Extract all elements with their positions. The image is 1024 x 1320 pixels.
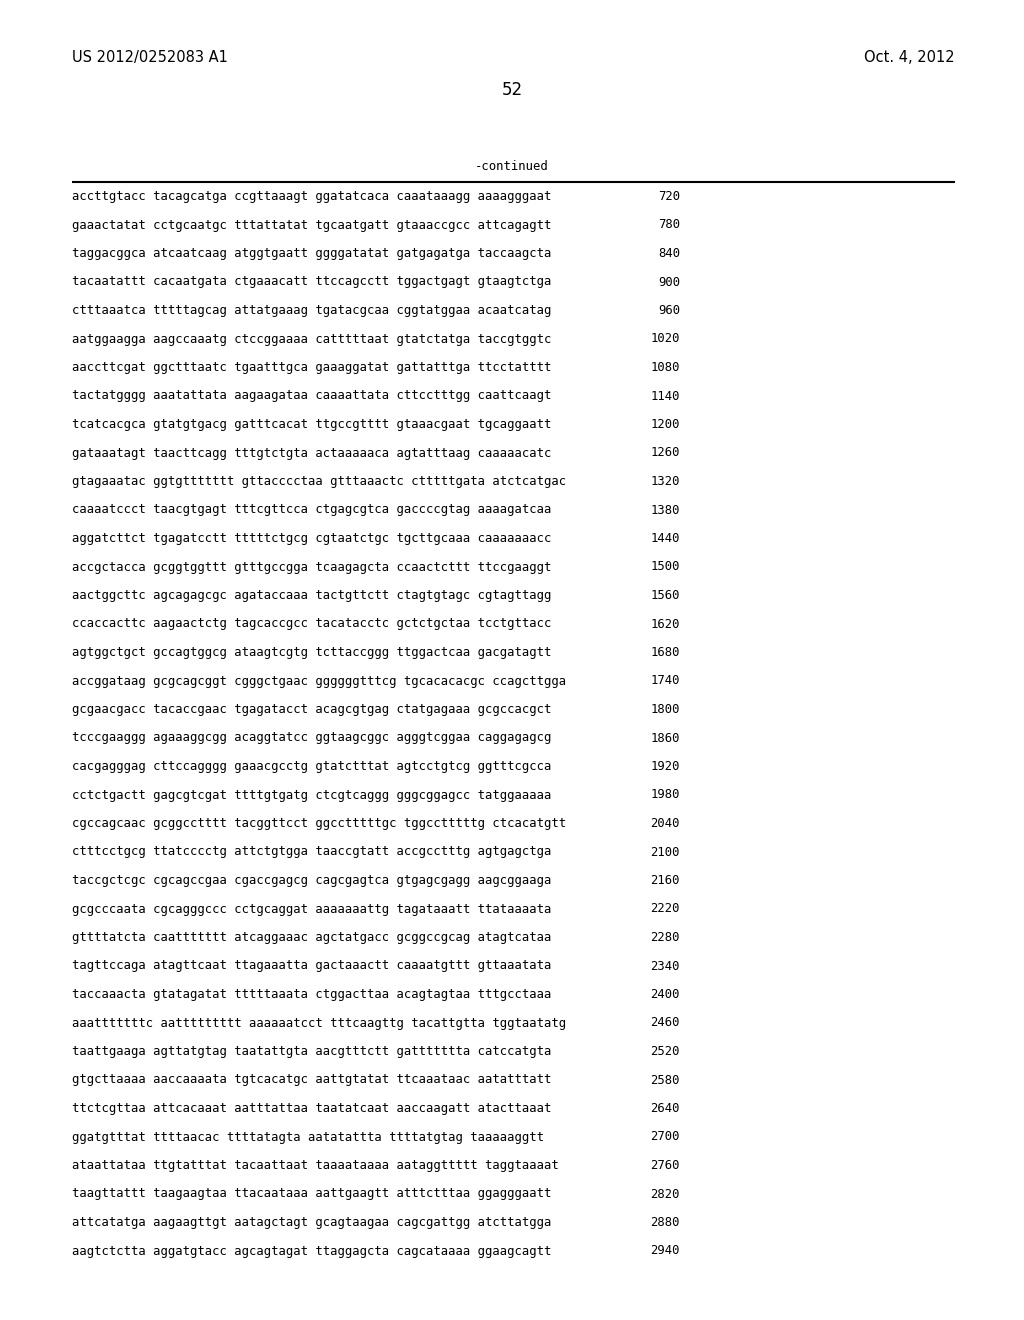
Text: attcatatga aagaagttgt aatagctagt gcagtaagaa cagcgattgg atcttatgga: attcatatga aagaagttgt aatagctagt gcagtaa… bbox=[72, 1216, 551, 1229]
Text: taccaaacta gtatagatat tttttaaata ctggacttaa acagtagtaa tttgcctaaa: taccaaacta gtatagatat tttttaaata ctggact… bbox=[72, 987, 551, 1001]
Text: 720: 720 bbox=[657, 190, 680, 203]
Text: agtggctgct gccagtggcg ataagtcgtg tcttaccggg ttggactcaa gacgatagtt: agtggctgct gccagtggcg ataagtcgtg tcttacc… bbox=[72, 645, 551, 659]
Text: -continued: -continued bbox=[475, 160, 549, 173]
Text: 1920: 1920 bbox=[650, 760, 680, 774]
Text: US 2012/0252083 A1: US 2012/0252083 A1 bbox=[72, 50, 228, 65]
Text: taattgaaga agttatgtag taatattgta aacgtttctt gattttttta catccatgta: taattgaaga agttatgtag taatattgta aacgttt… bbox=[72, 1045, 551, 1059]
Text: 2340: 2340 bbox=[650, 960, 680, 973]
Text: 900: 900 bbox=[657, 276, 680, 289]
Text: cgccagcaac gcggcctttt tacggttcct ggcctttttgc tggcctttttg ctcacatgtt: cgccagcaac gcggcctttt tacggttcct ggccttt… bbox=[72, 817, 566, 830]
Text: 2280: 2280 bbox=[650, 931, 680, 944]
Text: accggataag gcgcagcggt cgggctgaac ggggggtttcg tgcacacacgc ccagcttgga: accggataag gcgcagcggt cgggctgaac ggggggt… bbox=[72, 675, 566, 688]
Text: 1080: 1080 bbox=[650, 360, 680, 374]
Text: gataaatagt taacttcagg tttgtctgta actaaaaaca agtatttaag caaaaacatc: gataaatagt taacttcagg tttgtctgta actaaaa… bbox=[72, 446, 551, 459]
Text: gcgaacgacc tacaccgaac tgagatacct acagcgtgag ctatgagaaa gcgccacgct: gcgaacgacc tacaccgaac tgagatacct acagcgt… bbox=[72, 704, 551, 715]
Text: 780: 780 bbox=[657, 219, 680, 231]
Text: ggatgtttat ttttaacac ttttatagta aatatattta ttttatgtag taaaaaggtt: ggatgtttat ttttaacac ttttatagta aatatatt… bbox=[72, 1130, 544, 1143]
Text: tcatcacgca gtatgtgacg gatttcacat ttgccgtttt gtaaacgaat tgcaggaatt: tcatcacgca gtatgtgacg gatttcacat ttgccgt… bbox=[72, 418, 551, 432]
Text: 2520: 2520 bbox=[650, 1045, 680, 1059]
Text: 960: 960 bbox=[657, 304, 680, 317]
Text: gtagaaatac ggtgttttttt gttacccctaa gtttaaactc ctttttgata atctcatgac: gtagaaatac ggtgttttttt gttacccctaa gttta… bbox=[72, 475, 566, 488]
Text: 2880: 2880 bbox=[650, 1216, 680, 1229]
Text: 1020: 1020 bbox=[650, 333, 680, 346]
Text: ttctcgttaa attcacaaat aatttattaa taatatcaat aaccaagatt atacttaaat: ttctcgttaa attcacaaat aatttattaa taatatc… bbox=[72, 1102, 551, 1115]
Text: ctttaaatca tttttagcag attatgaaag tgatacgcaa cggtatggaa acaatcatag: ctttaaatca tttttagcag attatgaaag tgatacg… bbox=[72, 304, 551, 317]
Text: 2580: 2580 bbox=[650, 1073, 680, 1086]
Text: 1260: 1260 bbox=[650, 446, 680, 459]
Text: ctttcctgcg ttatcccctg attctgtgga taaccgtatt accgcctttg agtgagctga: ctttcctgcg ttatcccctg attctgtgga taaccgt… bbox=[72, 846, 551, 858]
Text: 52: 52 bbox=[502, 81, 522, 99]
Text: 1140: 1140 bbox=[650, 389, 680, 403]
Text: tacaatattt cacaatgata ctgaaacatt ttccagcctt tggactgagt gtaagtctga: tacaatattt cacaatgata ctgaaacatt ttccagc… bbox=[72, 276, 551, 289]
Text: accgctacca gcggtggttt gtttgccgga tcaagagcta ccaactcttt ttccgaaggt: accgctacca gcggtggttt gtttgccgga tcaagag… bbox=[72, 561, 551, 573]
Text: tcccgaaggg agaaaggcgg acaggtatcc ggtaagcggc agggtcggaa caggagagcg: tcccgaaggg agaaaggcgg acaggtatcc ggtaagc… bbox=[72, 731, 551, 744]
Text: 2100: 2100 bbox=[650, 846, 680, 858]
Text: taagttattt taagaagtaa ttacaataaa aattgaagtt atttctttaa ggagggaatt: taagttattt taagaagtaa ttacaataaa aattgaa… bbox=[72, 1188, 551, 1200]
Text: 840: 840 bbox=[657, 247, 680, 260]
Text: taccgctcgc cgcagccgaa cgaccgagcg cagcgagtca gtgagcgagg aagcggaaga: taccgctcgc cgcagccgaa cgaccgagcg cagcgag… bbox=[72, 874, 551, 887]
Text: aaatttttttc aattttttttt aaaaaatcct tttcaagttg tacattgtta tggtaatatg: aaatttttttc aattttttttt aaaaaatcct tttca… bbox=[72, 1016, 566, 1030]
Text: aactggcttc agcagagcgc agataccaaa tactgttctt ctagtgtagc cgtagttagg: aactggcttc agcagagcgc agataccaaa tactgtt… bbox=[72, 589, 551, 602]
Text: gtgcttaaaa aaccaaaata tgtcacatgc aattgtatat ttcaaataac aatatttatt: gtgcttaaaa aaccaaaata tgtcacatgc aattgta… bbox=[72, 1073, 551, 1086]
Text: aggatcttct tgagatcctt tttttctgcg cgtaatctgc tgcttgcaaa caaaaaaacc: aggatcttct tgagatcctt tttttctgcg cgtaatc… bbox=[72, 532, 551, 545]
Text: aaccttcgat ggctttaatc tgaatttgca gaaaggatat gattatttga ttcctatttt: aaccttcgat ggctttaatc tgaatttgca gaaagga… bbox=[72, 360, 551, 374]
Text: tactatgggg aaatattata aagaagataa caaaattata cttcctttgg caattcaagt: tactatgggg aaatattata aagaagataa caaaatt… bbox=[72, 389, 551, 403]
Text: cctctgactt gagcgtcgat ttttgtgatg ctcgtcaggg gggcggagcc tatggaaaaa: cctctgactt gagcgtcgat ttttgtgatg ctcgtca… bbox=[72, 788, 551, 801]
Text: 2940: 2940 bbox=[650, 1245, 680, 1258]
Text: 2820: 2820 bbox=[650, 1188, 680, 1200]
Text: taggacggca atcaatcaag atggtgaatt ggggatatat gatgagatga taccaagcta: taggacggca atcaatcaag atggtgaatt ggggata… bbox=[72, 247, 551, 260]
Text: 1200: 1200 bbox=[650, 418, 680, 432]
Text: 1740: 1740 bbox=[650, 675, 680, 688]
Text: 2760: 2760 bbox=[650, 1159, 680, 1172]
Text: 1560: 1560 bbox=[650, 589, 680, 602]
Text: 1980: 1980 bbox=[650, 788, 680, 801]
Text: 2700: 2700 bbox=[650, 1130, 680, 1143]
Text: 1320: 1320 bbox=[650, 475, 680, 488]
Text: caaaatccct taacgtgagt tttcgttcca ctgagcgtca gaccccgtag aaaagatcaa: caaaatccct taacgtgagt tttcgttcca ctgagcg… bbox=[72, 503, 551, 516]
Text: 1800: 1800 bbox=[650, 704, 680, 715]
Text: gttttatcta caattttttt atcaggaaac agctatgacc gcggccgcag atagtcataa: gttttatcta caattttttt atcaggaaac agctatg… bbox=[72, 931, 551, 944]
Text: 2400: 2400 bbox=[650, 987, 680, 1001]
Text: Oct. 4, 2012: Oct. 4, 2012 bbox=[864, 50, 955, 65]
Text: aagtctctta aggatgtacc agcagtagat ttaggagcta cagcataaaa ggaagcagtt: aagtctctta aggatgtacc agcagtagat ttaggag… bbox=[72, 1245, 551, 1258]
Text: 1860: 1860 bbox=[650, 731, 680, 744]
Text: aatggaagga aagccaaatg ctccggaaaa catttttaat gtatctatga taccgtggtc: aatggaagga aagccaaatg ctccggaaaa cattttt… bbox=[72, 333, 551, 346]
Text: tagttccaga atagttcaat ttagaaatta gactaaactt caaaatgttt gttaaatata: tagttccaga atagttcaat ttagaaatta gactaaa… bbox=[72, 960, 551, 973]
Text: 2220: 2220 bbox=[650, 903, 680, 916]
Text: cacgagggag cttccagggg gaaacgcctg gtatctttat agtcctgtcg ggtttcgcca: cacgagggag cttccagggg gaaacgcctg gtatctt… bbox=[72, 760, 551, 774]
Text: ccaccacttc aagaactctg tagcaccgcc tacatacctc gctctgctaa tcctgttacc: ccaccacttc aagaactctg tagcaccgcc tacatac… bbox=[72, 618, 551, 631]
Text: gcgcccaata cgcagggccc cctgcaggat aaaaaaattg tagataaatt ttataaaata: gcgcccaata cgcagggccc cctgcaggat aaaaaaa… bbox=[72, 903, 551, 916]
Text: 1440: 1440 bbox=[650, 532, 680, 545]
Text: gaaactatat cctgcaatgc tttattatat tgcaatgatt gtaaaccgcc attcagagtt: gaaactatat cctgcaatgc tttattatat tgcaatg… bbox=[72, 219, 551, 231]
Text: ataattataa ttgtatttat tacaattaat taaaataaaa aataggttttt taggtaaaat: ataattataa ttgtatttat tacaattaat taaaata… bbox=[72, 1159, 559, 1172]
Text: 2460: 2460 bbox=[650, 1016, 680, 1030]
Text: 1500: 1500 bbox=[650, 561, 680, 573]
Text: 2160: 2160 bbox=[650, 874, 680, 887]
Text: 1620: 1620 bbox=[650, 618, 680, 631]
Text: 1380: 1380 bbox=[650, 503, 680, 516]
Text: 2640: 2640 bbox=[650, 1102, 680, 1115]
Text: accttgtacc tacagcatga ccgttaaagt ggatatcaca caaataaagg aaaagggaat: accttgtacc tacagcatga ccgttaaagt ggatatc… bbox=[72, 190, 551, 203]
Text: 2040: 2040 bbox=[650, 817, 680, 830]
Text: 1680: 1680 bbox=[650, 645, 680, 659]
